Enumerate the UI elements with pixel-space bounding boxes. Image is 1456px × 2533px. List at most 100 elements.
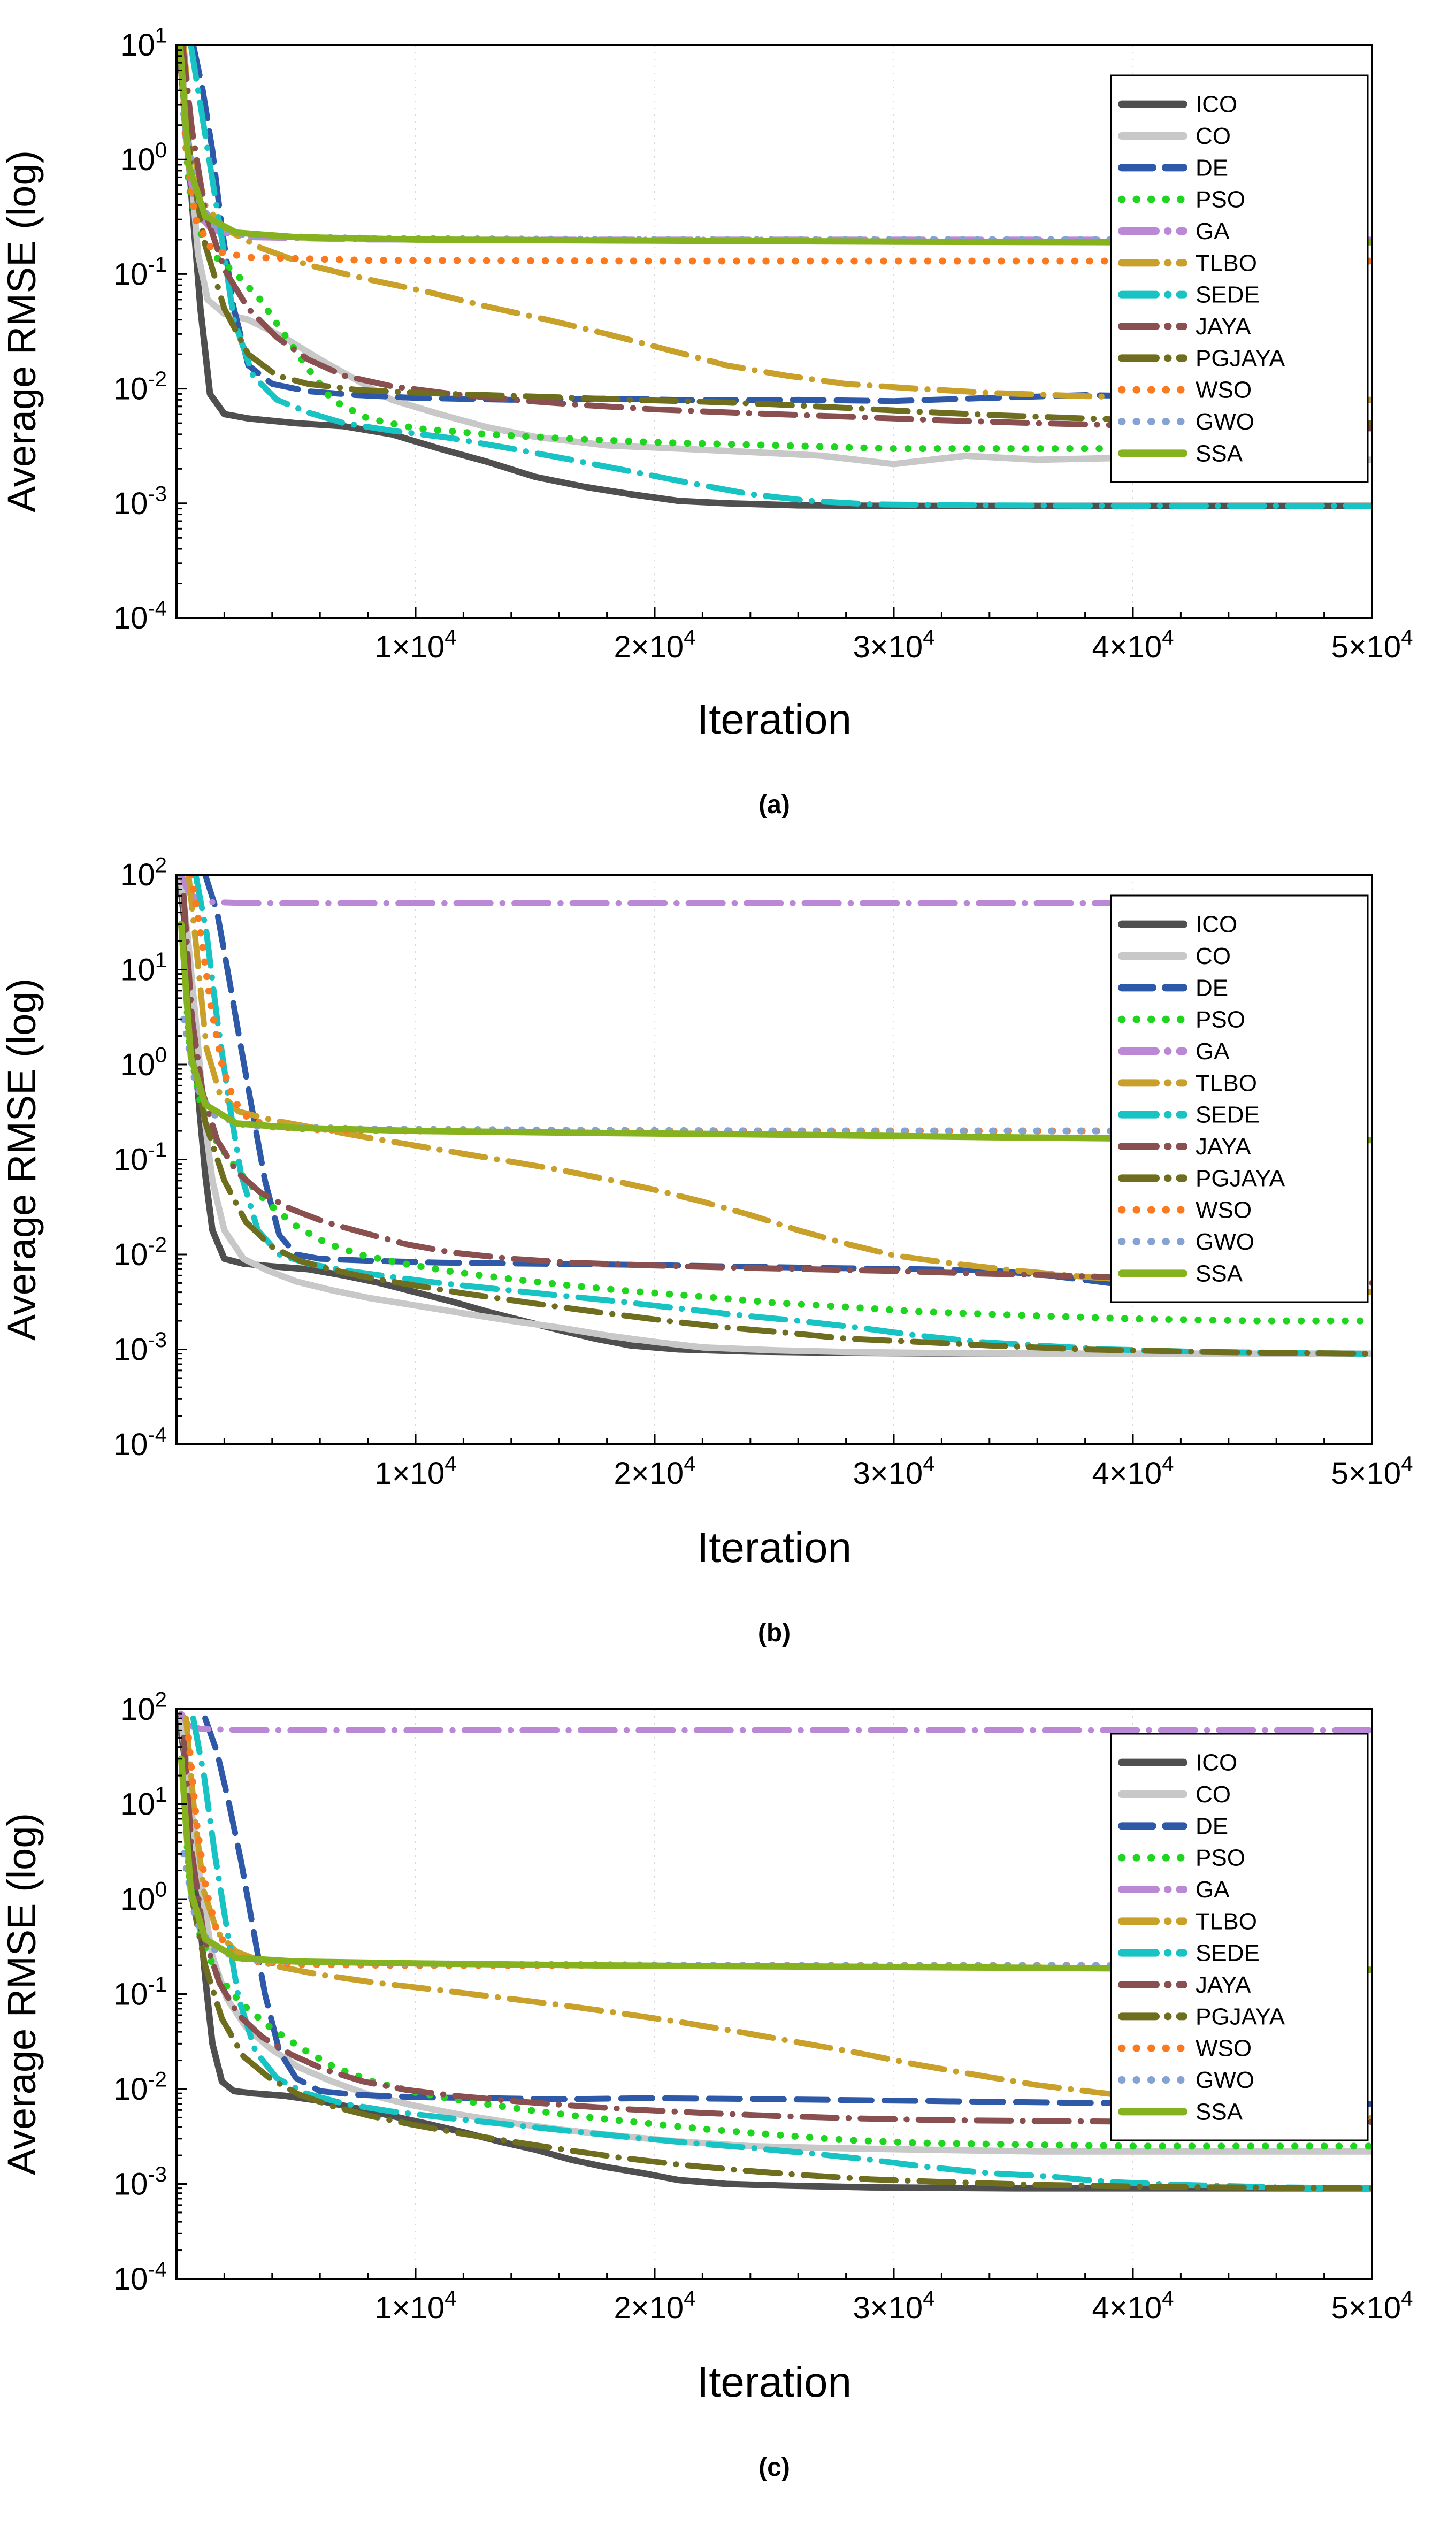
series-line-sede	[188, 45, 1372, 509]
legend: ICO CO DE PSO GA TLBO SEDE JAYA PGJAYA WSO GWO SSA	[1110, 1733, 1369, 2141]
legend-label-wso: WSO	[1196, 1197, 1252, 1223]
series-lines	[177, 1710, 1372, 2192]
series-line-de	[202, 1715, 1372, 2107]
x-tick-label-0: 1×104	[375, 626, 457, 664]
legend-label-ssa: SSA	[1196, 1260, 1243, 1287]
legend-label-pso: PSO	[1196, 1007, 1245, 1033]
chart-c: 1×104 2×104 3×104 4×104 5×104 102 101 100 10-1 10…	[0, 1669, 1456, 2533]
y-axis-title: Average RMSE (log)	[0, 978, 44, 1341]
y-tick-label-6: 10-4	[113, 1424, 167, 1462]
chart-a-svg: 1×104 2×104 3×104 4×104 5×104 101 100 10-1 10-2 1…	[0, 24, 1413, 819]
chart-b: 1×104 2×104 3×104 4×104 5×104 102 101 100 10-1 10…	[0, 835, 1456, 1669]
series-lines	[177, 45, 1372, 509]
legend-label-wso: WSO	[1196, 2035, 1252, 2062]
legend-label-pgjaya: PGJAYA	[1196, 2003, 1285, 2030]
y-tick-label-1: 101	[120, 948, 167, 987]
series-line-sede	[190, 1715, 1372, 2192]
series-line-ico	[177, 1715, 1372, 2192]
legend-label-jaya: JAYA	[1196, 1134, 1251, 1160]
y-tick-label-3: 10-1	[113, 1138, 167, 1177]
legend-label-ga: GA	[1196, 1877, 1230, 1903]
x-tick-label-3: 4×104	[1092, 626, 1174, 664]
series-line-ico	[177, 875, 1372, 1357]
legend-label-co: CO	[1196, 1781, 1231, 1808]
legend-label-co: CO	[1196, 943, 1231, 969]
series-line-pso	[178, 921, 1372, 1325]
legend-label-tlbo: TLBO	[1196, 250, 1257, 276]
series-line-ssa	[178, 1755, 1372, 1973]
legend-label-ga: GA	[1196, 218, 1230, 244]
y-tick-label-5: 10-4	[113, 597, 167, 636]
axis-ticks	[177, 44, 1373, 619]
legend-label-sede: SEDE	[1196, 282, 1260, 308]
y-tick-label-6: 10-4	[113, 2258, 167, 2297]
legend-label-tlbo: TLBO	[1196, 1070, 1257, 1096]
legend-label-pso: PSO	[1196, 187, 1245, 213]
y-axis-title: Average RMSE (log)	[0, 150, 44, 512]
x-tick-label-3: 4×104	[1092, 2287, 1174, 2325]
series-line-co	[177, 45, 1372, 468]
y-tick-label-0: 102	[120, 854, 167, 892]
x-axis-title: Iteration	[697, 695, 852, 743]
legend-label-gwo: GWO	[1196, 1229, 1254, 1255]
legend-label-de: DE	[1196, 1813, 1228, 1839]
axis-ticks	[177, 1708, 1373, 2280]
x-tick-label-1: 2×104	[614, 626, 696, 664]
series-line-jaya	[180, 1734, 1372, 2125]
x-tick-label-4: 5×104	[1331, 1452, 1413, 1491]
series-line-ico	[177, 45, 1372, 509]
legend-label-tlbo: TLBO	[1196, 1908, 1257, 1934]
legend-label-ssa: SSA	[1196, 440, 1243, 466]
series-line-co	[177, 875, 1372, 1357]
legend-label-sede: SEDE	[1196, 1940, 1260, 1966]
subplot-caption: (b)	[758, 1619, 791, 1647]
y-tick-label-3: 10-1	[113, 1973, 167, 2011]
chart-c-svg: 1×104 2×104 3×104 4×104 5×104 102 101 100 10-1 10…	[0, 1688, 1413, 2482]
y-axis-title: Average RMSE (log)	[0, 1813, 44, 2175]
legend-box	[1110, 1733, 1369, 2141]
legend-label-de: DE	[1196, 975, 1228, 1001]
series-line-tlbo	[185, 875, 1372, 1296]
y-tick-label-4: 10-3	[113, 482, 167, 521]
y-tick-label-1: 100	[120, 139, 167, 177]
legend-label-ico: ICO	[1196, 91, 1237, 118]
series-line-pso	[178, 45, 1372, 453]
legend-label-pso: PSO	[1196, 1845, 1245, 1871]
y-tick-label-0: 102	[120, 1688, 167, 1727]
legend: ICO CO DE PSO GA TLBO SEDE JAYA PGJAYA WSO GWO SSA	[1110, 74, 1369, 483]
y-tick-label-5: 10-3	[113, 1328, 167, 1367]
series-line-ssa	[177, 45, 1372, 246]
x-tick-label-2: 3×104	[853, 2287, 935, 2325]
subplot-caption: (c)	[758, 2453, 790, 2482]
axis-tick-labels: 1×104 2×104 3×104 4×104 5×104 101 100 10-1 10-2 1…	[113, 24, 1413, 664]
legend-label-pgjaya: PGJAYA	[1196, 345, 1285, 371]
x-axis-title: Iteration	[697, 2358, 852, 2406]
legend-label-sede: SEDE	[1196, 1102, 1260, 1128]
legend-label-ssa: SSA	[1196, 2099, 1243, 2125]
x-tick-label-4: 5×104	[1331, 626, 1413, 664]
x-tick-label-0: 1×104	[375, 1452, 457, 1491]
y-tick-label-2: 100	[120, 1878, 167, 1917]
legend-label-gwo: GWO	[1196, 2067, 1254, 2093]
legend-label-ico: ICO	[1196, 912, 1237, 938]
legend: ICO CO DE PSO GA TLBO SEDE JAYA PGJAYA WSO GWO SSA	[1110, 894, 1369, 1303]
legend-label-pgjaya: PGJAYA	[1196, 1165, 1285, 1191]
legend-label-ga: GA	[1196, 1038, 1230, 1065]
series-line-pgjaya	[179, 1772, 1372, 2192]
x-axis-title: Iteration	[697, 1524, 852, 1571]
y-tick-label-3: 10-2	[113, 368, 167, 406]
y-tick-label-4: 10-2	[113, 2068, 167, 2107]
subplot-caption: (a)	[758, 791, 790, 819]
legend-label-jaya: JAYA	[1196, 313, 1251, 340]
x-tick-label-2: 3×104	[853, 626, 935, 664]
chart-a: 1×104 2×104 3×104 4×104 5×104 101 100 10-1 10-2 1…	[0, 0, 1456, 835]
series-line-wso	[177, 45, 1372, 265]
legend-box	[1110, 894, 1369, 1303]
x-tick-label-2: 3×104	[853, 1452, 935, 1491]
axis-ticks	[177, 874, 1373, 1445]
series-line-jaya	[180, 892, 1372, 1286]
series-line-ssa	[178, 921, 1372, 1144]
legend-label-de: DE	[1196, 155, 1228, 181]
series-line-pgjaya	[178, 67, 1372, 426]
